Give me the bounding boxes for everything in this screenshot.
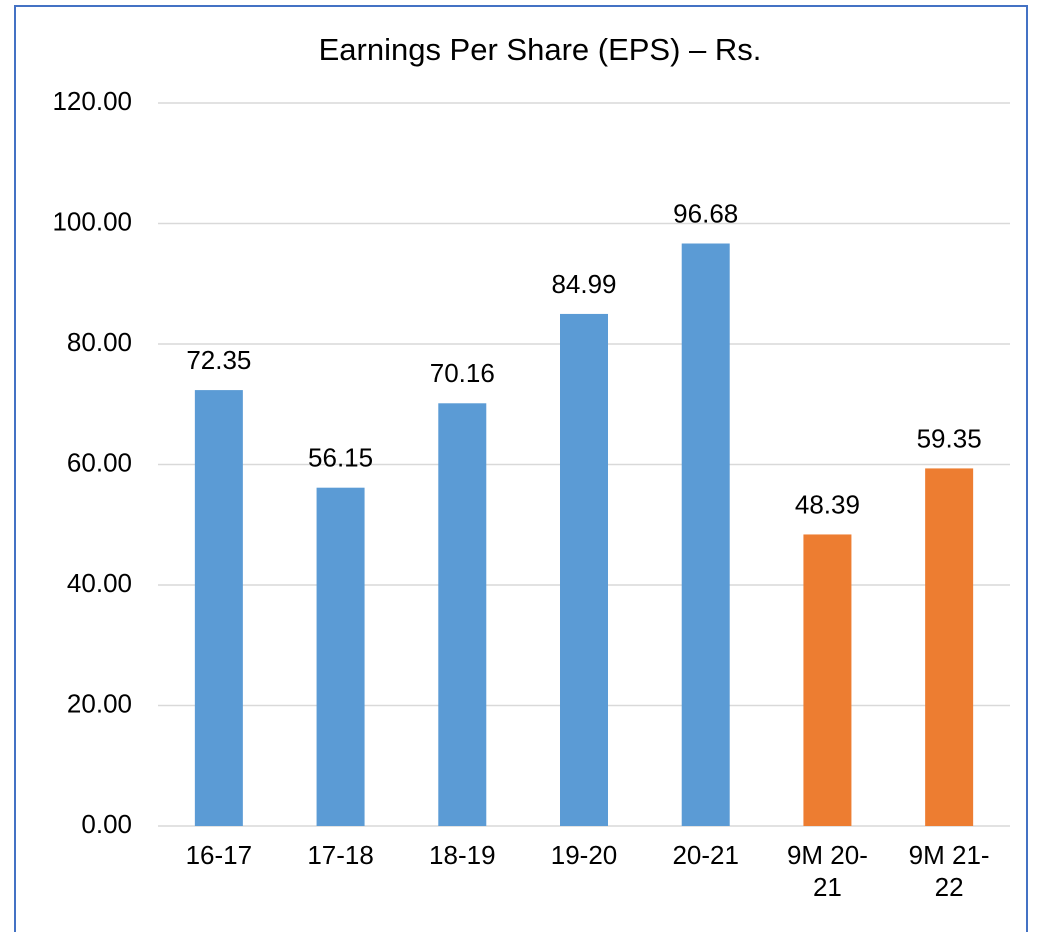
y-tick-label: 100.00 [52,206,132,236]
y-tick-label: 60.00 [67,447,132,477]
data-label: 56.15 [308,443,373,473]
y-tick-label: 20.00 [67,688,132,718]
bar [803,534,852,826]
bar [194,390,243,826]
bar [681,243,730,827]
chart-frame [14,5,1028,932]
data-label: 48.39 [795,489,860,519]
y-tick-label: 40.00 [67,568,132,598]
x-tick-label: 9M 21-22 [908,840,990,902]
data-label: 72.35 [186,345,251,375]
y-tick-label: 120.00 [52,86,132,116]
x-tick-label: 20-21 [672,840,739,870]
bar [925,468,974,826]
y-tick-label: 0.00 [81,809,132,839]
x-tick-label: 16-17 [185,840,253,870]
bar [560,313,608,826]
chart-title: Earnings Per Share (EPS) – Rs. [319,32,762,67]
data-label: 96.68 [673,198,738,228]
data-label: 59.35 [917,423,982,453]
x-tick-label: 17-18 [307,840,374,870]
bar [438,403,487,826]
x-tick-label: 18-19 [429,840,496,870]
data-label: 70.16 [430,358,495,388]
bar [316,487,365,826]
x-tick-label: 19-20 [550,840,618,870]
y-tick-label: 80.00 [67,327,132,357]
data-label: 84.99 [551,269,616,299]
x-tick-label: 9M 20-21 [786,840,868,902]
